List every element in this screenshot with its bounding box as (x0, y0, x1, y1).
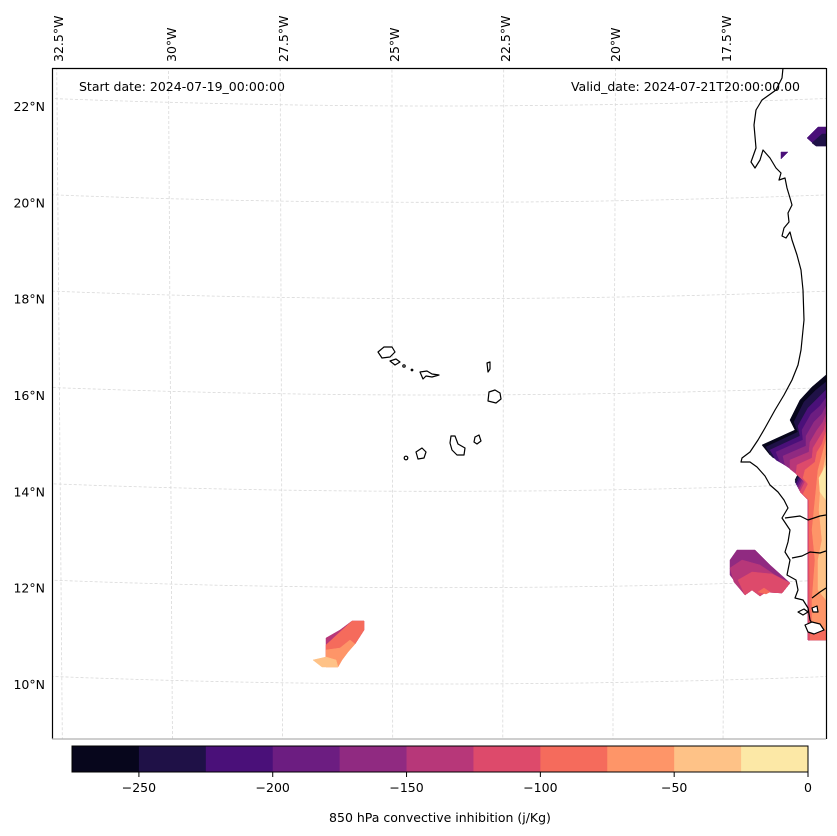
parallel-gridline (52, 676, 826, 685)
contour-fills (312, 126, 826, 668)
colorbar-bin (205, 746, 274, 772)
island-boa-vista (487, 389, 502, 404)
colorbar-bin (72, 746, 140, 772)
island-maio (473, 434, 482, 445)
colorbar-bin (138, 746, 207, 772)
contour-band (312, 656, 339, 668)
bijagos-island (804, 621, 825, 635)
colorbar (72, 746, 809, 772)
island-santo-antao (377, 346, 396, 359)
colorbar-ticks: −250 −200 −150 −100 −50 0 (122, 772, 812, 795)
colorbar-bin (339, 746, 408, 772)
latitude-tick-label: 12°N (13, 581, 45, 596)
map-background (52, 68, 826, 739)
contour-band (757, 587, 771, 595)
cape-verde-islands (377, 346, 502, 461)
meridian-gridline (833, 2, 837, 773)
longitude-tick-label: 27.5°W (276, 16, 291, 62)
parallel-gridline (52, 290, 826, 300)
colorbar-label: 850 hPa convective inhibition (j/Kg) (329, 810, 551, 825)
island-brava (403, 455, 409, 461)
bijagos-island (811, 605, 819, 613)
colorbar-outline (71, 745, 809, 773)
colorbar-tick-label: −200 (256, 780, 290, 795)
colorbar-bin (406, 746, 474, 772)
longitude-tick-label: 22.5°W (498, 16, 513, 62)
longitude-tick-label: 25°W (387, 27, 402, 62)
island-fogo (415, 447, 427, 460)
latitude-tick-label: 10°N (13, 677, 45, 692)
colorbar-tick-label: −250 (122, 780, 156, 795)
longitude-tick-label: 17.5°W (719, 16, 734, 62)
colorbar-tick-label: 0 (804, 780, 812, 795)
coastline-mauritania-senegal (740, 68, 816, 629)
colorbar-bin (540, 746, 608, 772)
island-santiago (449, 435, 466, 456)
latitude-tick-label: 16°N (13, 388, 45, 403)
contour-band (811, 133, 826, 147)
coastline-guinea-bissau-islands (811, 587, 826, 599)
longitude-tick-labels: 32.5°W 30°W 27.5°W 25°W 22.5°W 20°W 17.5°W (51, 16, 734, 62)
start-date-annotation: Start date: 2024-07-19_00:00:00 (79, 79, 285, 94)
contour-band (780, 151, 789, 160)
contour-band (818, 464, 826, 501)
meridian-gridline (279, 68, 283, 739)
border-senegal-gambia-north (784, 514, 826, 521)
longitude-tick-label: 32.5°W (51, 16, 66, 62)
colorbar-tick-label: −150 (389, 780, 423, 795)
parallel-gridline (52, 579, 826, 589)
island-santa-luzia (402, 364, 406, 368)
island-raso (410, 368, 414, 372)
island-sao-vicente (389, 358, 401, 366)
latitude-tick-label: 18°N (13, 292, 45, 307)
border-gambia-south (791, 550, 826, 559)
colorbar-bin (607, 746, 675, 772)
island-sao-nicolau (419, 370, 440, 380)
gridlines (52, 2, 837, 773)
meridian-gridline (391, 68, 394, 739)
coastline (740, 68, 826, 635)
longitude-tick-label: 20°W (608, 27, 623, 62)
colorbar-tick-label: −50 (661, 780, 687, 795)
latitude-tick-label: 22°N (13, 99, 45, 114)
latitude-tick-labels: 10°N 12°N 14°N 16°N 18°N 20°N 22°N (13, 99, 45, 692)
parallel-gridline (52, 483, 826, 492)
bijagos-island (797, 608, 809, 616)
valid-date-annotation: Valid_date: 2024-07-21T20:00:00.00 (571, 79, 800, 94)
colorbar-tick-label: −100 (523, 780, 557, 795)
latitude-tick-label: 20°N (13, 195, 45, 210)
island-sal (486, 361, 491, 373)
parallel-gridline (52, 194, 826, 203)
colorbar-bin (674, 746, 742, 772)
longitude-tick-label: 30°W (164, 27, 179, 62)
contour-band (737, 571, 791, 597)
parallel-gridline (52, 98, 826, 107)
latitude-tick-label: 14°N (13, 484, 45, 499)
colorbar-bin (473, 746, 541, 772)
colorbar-bin (272, 746, 341, 772)
colorbar-bin (741, 746, 809, 772)
